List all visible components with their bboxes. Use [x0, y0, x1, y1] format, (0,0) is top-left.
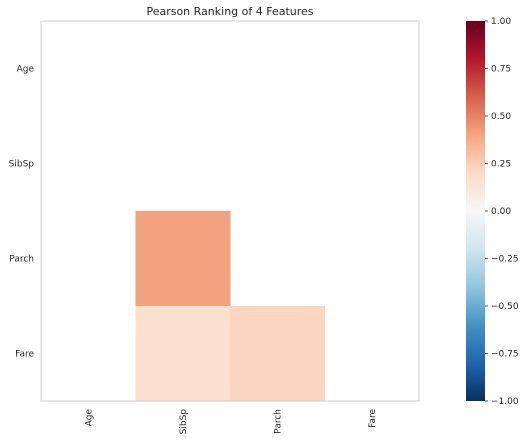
colorbar-tick-label: 0.50 [491, 112, 511, 122]
colorbar-tick-label: 1.00 [491, 17, 511, 27]
chart-title: Pearson Ranking of 4 Features [146, 5, 313, 18]
x-tick-label: Age [84, 409, 94, 427]
x-tick-label: Parch [273, 409, 283, 434]
y-tick-label: SibSp [9, 160, 35, 170]
colorbar-tick-label: −0.25 [491, 255, 519, 265]
x-tick-label: Fare [368, 409, 378, 428]
y-tick-label: Age [17, 65, 35, 75]
x-tick-label: SibSp [179, 409, 189, 435]
plot-frame [40, 20, 420, 402]
colorbar-tick-label: −0.50 [491, 302, 519, 312]
colorbar-tick-label: −1.00 [491, 397, 519, 407]
colorbar-tick-label: 0.25 [491, 160, 511, 170]
heatmap-cells [135, 211, 325, 402]
heatmap-cell-fare-sibsp [135, 306, 231, 402]
y-axis-tick-labels: Age SibSp Parch Fare [9, 65, 35, 360]
colorbar-tick-label: 0.00 [491, 207, 511, 217]
y-tick-label: Fare [15, 350, 34, 360]
colorbar-tick-label: −0.75 [491, 350, 519, 360]
colorbar-tick-label: 0.75 [491, 65, 511, 75]
heatmap-cell-parch-sibsp [135, 211, 231, 307]
colorbar [466, 21, 485, 401]
heatmap-cell-fare-parch [230, 306, 325, 402]
colorbar-tick-labels: 1.00 0.75 0.50 0.25 0.00 −0.25 −0.50 −0.75 −1.00 [485, 17, 519, 407]
y-tick-label: Parch [9, 255, 34, 265]
x-axis-tick-labels: Age SibSp Parch Fare [84, 409, 378, 435]
